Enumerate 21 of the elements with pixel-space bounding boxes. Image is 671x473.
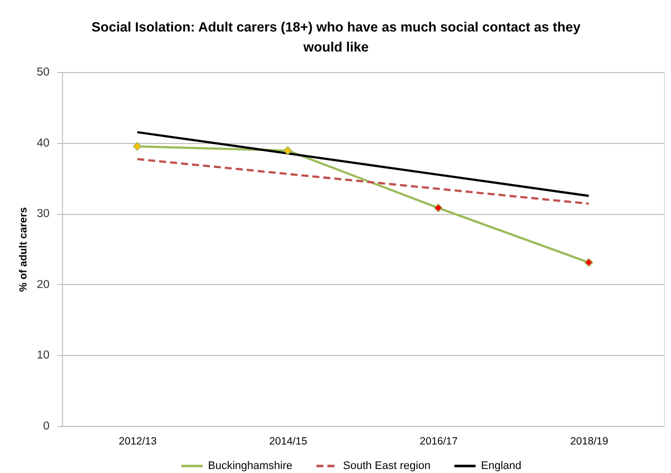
y-axis-title: % of adult carers bbox=[18, 207, 30, 292]
point bbox=[584, 258, 594, 267]
y-tick-label: 40 bbox=[36, 137, 50, 150]
line-series bbox=[136, 131, 590, 197]
y-tick-label: 10 bbox=[36, 350, 50, 362]
point bbox=[434, 204, 443, 212]
legend-label: South East region bbox=[343, 460, 430, 472]
y-tick-label: 20 bbox=[36, 278, 50, 291]
x-tick-label: 2012/13 bbox=[118, 436, 157, 448]
y-tick-label: 30 bbox=[36, 208, 50, 220]
point bbox=[132, 142, 142, 151]
line-series bbox=[136, 158, 590, 205]
x-tick-label: 2016/17 bbox=[420, 436, 458, 448]
chart-title: Social Isolation: Adult carers (18+) who have as much social contact as they would like bbox=[91, 20, 581, 54]
point bbox=[283, 146, 292, 155]
y-tick-label: 50 bbox=[36, 66, 50, 78]
x-tick-label: 2014/15 bbox=[269, 436, 308, 448]
legend-label: Buckinghamshire bbox=[208, 460, 292, 472]
legend-label: England bbox=[481, 460, 522, 472]
y-tick-label: 0 bbox=[43, 420, 50, 432]
x-tick-label: 2018/19 bbox=[570, 436, 608, 448]
